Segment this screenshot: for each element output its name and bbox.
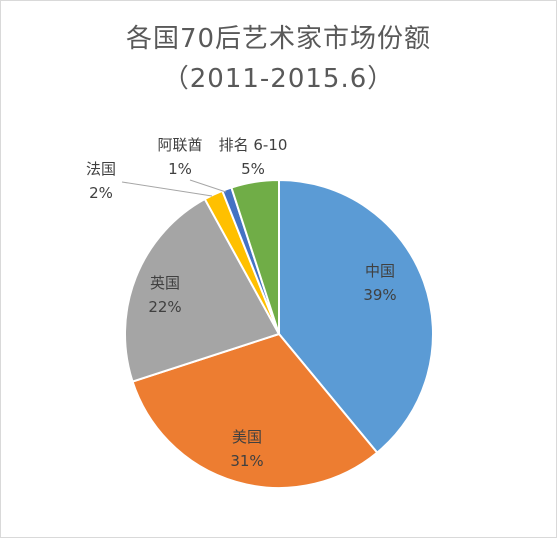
pie-slice-2 [131,332,379,489]
slice-percent: 39% [363,286,396,304]
slice-label-3: 英国 22% [148,274,181,316]
leader-line-5 [189,179,227,193]
pie-slice-1 [278,178,434,455]
slice-percent: 1% [168,160,192,178]
pie-slice-3 [124,197,281,383]
slice-percent: 2% [89,184,113,202]
slice-label-6: 排名 6-10 5% [219,136,288,178]
slice-label-4: 法国 2% [86,160,116,202]
leader-line-4 [121,181,213,197]
slice-percent: 5% [241,160,265,178]
slice-name: 英国 [150,274,180,292]
slice-name: 排名 6-10 [219,136,288,154]
pie-slice-6 [230,178,280,335]
slice-name: 阿联酋 [157,136,202,154]
slice-name: 美国 [232,428,262,446]
chart-title: 各国70后艺术家市场份额 [125,24,432,54]
slice-label-1: 中国 39% [363,262,396,304]
slice-percent: 22% [148,298,181,316]
chart-subtitle: （2011-2015.6） [162,64,395,94]
slice-name: 法国 [86,160,116,178]
slice-label-2: 美国 31% [230,428,263,470]
slice-percent: 31% [230,452,263,470]
slice-label-5: 阿联酋 1% [157,136,202,178]
slice-name: 中国 [365,262,395,280]
